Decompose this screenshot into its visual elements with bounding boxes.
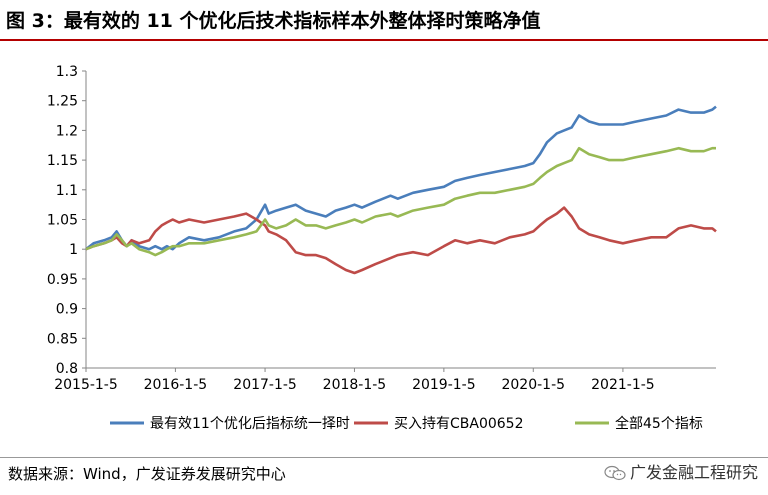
y-tick-label: 0.95	[47, 272, 78, 288]
y-tick-label: 0.85	[47, 331, 78, 347]
series-line-1	[85, 206, 717, 275]
watermark-text: 广发金融工程研究	[629, 463, 758, 482]
footer-rule	[0, 457, 768, 458]
chart-axes	[85, 71, 716, 369]
title-rule	[0, 39, 768, 41]
y-tick-label: 1.25	[47, 94, 78, 110]
y-axis-ticks: 0.8 0.85 0.9 0.95 1 1.05 1.1 1.15 1.2 1.25 1.3	[47, 64, 86, 377]
x-tick-label: 2020-1-5	[501, 377, 565, 393]
legend-label-0: 最有效11个优化后指标统一择时	[150, 416, 350, 432]
x-tick-label: 2017-1-5	[233, 377, 297, 393]
watermark: 广发金融工程研究	[604, 460, 758, 486]
source-note: 数据来源：Wind，广发证券发展研究中心	[8, 465, 286, 483]
series-lines	[85, 105, 717, 275]
y-tick-label: 1.15	[47, 153, 78, 169]
y-tick-label: 1.3	[56, 64, 78, 80]
y-tick-label: 1.05	[47, 213, 78, 229]
legend-label-1: 买入持有CBA00652	[394, 416, 524, 432]
x-tick-label: 2021-1-5	[591, 377, 655, 393]
y-tick-label: 0.8	[56, 361, 78, 377]
series-line-0	[85, 105, 717, 251]
y-tick-label: 0.9	[56, 302, 78, 318]
series-line-2	[85, 146, 716, 257]
x-tick-label: 2016-1-5	[144, 377, 208, 393]
wechat-icon	[604, 465, 626, 481]
y-tick-label: 1.2	[56, 123, 78, 139]
y-tick-label: 1	[69, 242, 78, 258]
x-axis-ticks: 2015-1-5 2016-1-5 2017-1-5 2018-1-5 2019-1-5…	[54, 368, 655, 393]
figure-title: 图 3：最有效的 11 个优化后技术指标样本外整体择时策略净值	[6, 10, 541, 32]
legend-label-2: 全部45个指标	[615, 415, 703, 432]
y-tick-label: 1.1	[56, 183, 78, 199]
chart-legend: 最有效11个优化后指标统一择时 买入持有CBA00652 全部45个指标	[110, 415, 703, 432]
x-tick-label: 2015-1-5	[54, 377, 118, 393]
x-tick-label: 2018-1-5	[323, 377, 387, 393]
x-tick-label: 2019-1-5	[412, 377, 476, 393]
